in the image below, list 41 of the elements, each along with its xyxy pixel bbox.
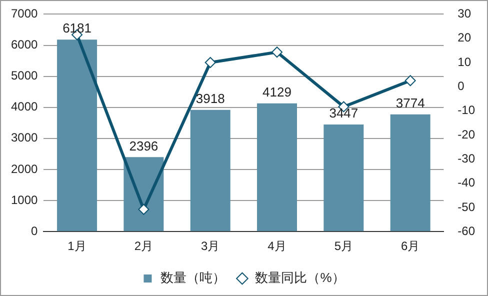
x-tick-label: 4月 (268, 239, 286, 254)
legend-label: 数量（吨） (160, 270, 226, 286)
y-tick-label: 4000 (10, 100, 38, 114)
x-tick-label: 3月 (201, 239, 220, 254)
point (204, 57, 216, 68)
y2-tick-label: 10 (458, 54, 472, 69)
y2-tick-label: -10 (458, 103, 476, 118)
x-tick-label: 6月 (400, 239, 420, 254)
y-tick-label: 3000 (10, 130, 38, 145)
bar (257, 103, 298, 232)
data-label: 3447 (329, 106, 358, 121)
data-label: 3774 (396, 95, 425, 110)
y-tick-label: 0 (31, 224, 38, 238)
y2-tick-label: 30 (458, 6, 472, 21)
point (272, 46, 283, 58)
y-tick-label: 1000 (10, 192, 38, 207)
point (138, 204, 150, 215)
bar (390, 114, 430, 232)
data-label: 2396 (129, 138, 158, 154)
data-label: 6181 (62, 20, 92, 36)
y2-tick-label: -40 (458, 176, 476, 190)
bar (57, 40, 98, 232)
point (404, 75, 416, 86)
legend-label: 数量同比（%） (255, 270, 345, 286)
y-tick-label: 7000 (10, 6, 38, 21)
y-tick-label: 2000 (10, 162, 38, 176)
x-tick-label: 2月 (134, 239, 154, 254)
x-tick-label: 1月 (68, 239, 86, 254)
bar (190, 110, 230, 232)
x-tick-label: 5月 (334, 239, 354, 254)
y2-tick-label: -60 (458, 224, 476, 238)
y2-tick-label: 0 (458, 78, 465, 93)
y2-tick-label: -30 (458, 151, 476, 166)
data-label: 4129 (262, 84, 292, 100)
y2-tick-label: -20 (458, 127, 476, 142)
y-tick-label: 5000 (10, 68, 38, 83)
bar (324, 124, 364, 232)
data-label: 3918 (196, 90, 225, 106)
y-tick-label: 6000 (10, 38, 38, 52)
y2-tick-label: 20 (458, 30, 472, 45)
y2-tick-label: -50 (458, 200, 476, 214)
